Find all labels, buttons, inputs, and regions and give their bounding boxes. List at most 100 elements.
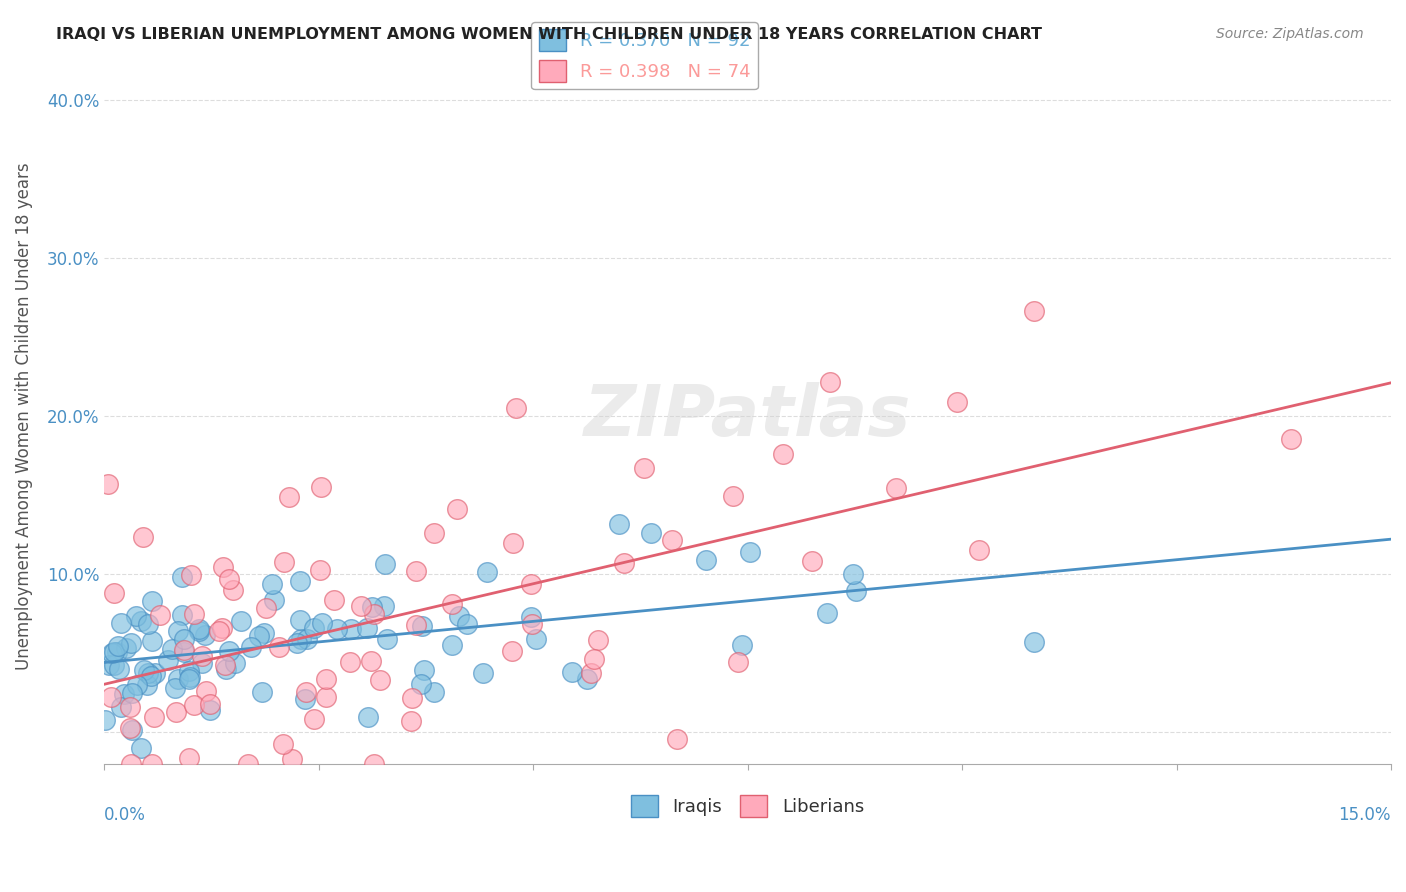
Point: [177, 750, 200, 764]
Point: [132, 530, 155, 544]
Point: [576, 672, 599, 686]
Point: [250, 685, 273, 699]
Point: [399, 714, 422, 728]
Point: [260, 576, 283, 591]
Point: [167, 672, 190, 686]
Point: [112, 687, 135, 701]
Point: [524, 632, 547, 646]
Point: [173, 645, 195, 659]
Point: [120, 636, 142, 650]
Point: [141, 634, 163, 648]
Point: [143, 709, 166, 723]
Point: [194, 684, 217, 698]
Point: [302, 713, 325, 727]
Point: [357, 710, 380, 724]
Point: [295, 632, 318, 646]
Point: [326, 622, 349, 636]
Point: [477, 565, 499, 579]
Point: [323, 593, 346, 607]
Point: [211, 622, 233, 636]
Point: [173, 632, 195, 647]
Point: [969, 542, 991, 557]
Point: [214, 657, 236, 672]
Point: [471, 665, 494, 680]
Point: [231, 614, 253, 628]
Point: [177, 664, 200, 678]
Point: [613, 557, 636, 571]
Point: [236, 756, 259, 771]
Point: [141, 594, 163, 608]
Point: [401, 690, 423, 705]
Point: [456, 617, 478, 632]
Point: [845, 584, 868, 599]
Point: [520, 616, 543, 631]
Point: [277, 490, 299, 504]
Point: [311, 615, 333, 630]
Point: [100, 647, 122, 661]
Legend: Iraqis, Liberians: Iraqis, Liberians: [624, 788, 872, 824]
Point: [129, 741, 152, 756]
Point: [375, 632, 398, 646]
Point: [145, 666, 167, 681]
Point: [315, 673, 337, 687]
Point: [118, 721, 141, 735]
Point: [97, 657, 120, 672]
Point: [363, 756, 385, 771]
Point: [115, 640, 138, 655]
Point: [360, 654, 382, 668]
Point: [661, 533, 683, 547]
Point: [160, 642, 183, 657]
Point: [666, 732, 689, 747]
Point: [373, 599, 395, 614]
Point: [423, 526, 446, 541]
Point: [179, 670, 201, 684]
Point: [309, 563, 332, 577]
Text: IRAQI VS LIBERIAN UNEMPLOYMENT AMONG WOMEN WITH CHILDREN UNDER 18 YEARS CORRELAT: IRAQI VS LIBERIAN UNEMPLOYMENT AMONG WOM…: [56, 27, 1042, 42]
Text: Source: ZipAtlas.com: Source: ZipAtlas.com: [1216, 27, 1364, 41]
Point: [121, 686, 143, 700]
Point: [446, 502, 468, 516]
Text: 0.0%: 0.0%: [104, 805, 146, 823]
Point: [222, 583, 245, 598]
Point: [290, 632, 312, 647]
Point: [315, 690, 337, 705]
Point: [136, 616, 159, 631]
Point: [110, 700, 132, 714]
Point: [167, 624, 190, 638]
Point: [180, 567, 202, 582]
Point: [118, 700, 141, 714]
Y-axis label: Unemployment Among Women with Children Under 18 years: Unemployment Among Women with Children U…: [15, 162, 32, 670]
Point: [586, 632, 609, 647]
Point: [120, 756, 142, 771]
Point: [285, 636, 308, 650]
Point: [254, 601, 277, 615]
Point: [583, 652, 606, 666]
Point: [100, 690, 122, 704]
Point: [633, 461, 655, 475]
Text: ZIPatlas: ZIPatlas: [583, 382, 911, 450]
Point: [121, 723, 143, 738]
Point: [94, 713, 117, 727]
Point: [107, 662, 129, 676]
Point: [129, 615, 152, 629]
Point: [405, 565, 427, 579]
Point: [801, 553, 824, 567]
Point: [139, 668, 162, 682]
Point: [501, 644, 523, 658]
Point: [103, 657, 125, 672]
Point: [125, 608, 148, 623]
Point: [340, 623, 363, 637]
Point: [502, 535, 524, 549]
Point: [423, 684, 446, 698]
Point: [731, 638, 754, 652]
Point: [273, 555, 295, 569]
Point: [440, 639, 463, 653]
Point: [409, 676, 432, 690]
Point: [356, 621, 378, 635]
Point: [183, 607, 205, 621]
Point: [294, 691, 316, 706]
Point: [247, 628, 270, 642]
Point: [339, 655, 361, 669]
Point: [194, 628, 217, 642]
Text: 15.0%: 15.0%: [1339, 805, 1391, 823]
